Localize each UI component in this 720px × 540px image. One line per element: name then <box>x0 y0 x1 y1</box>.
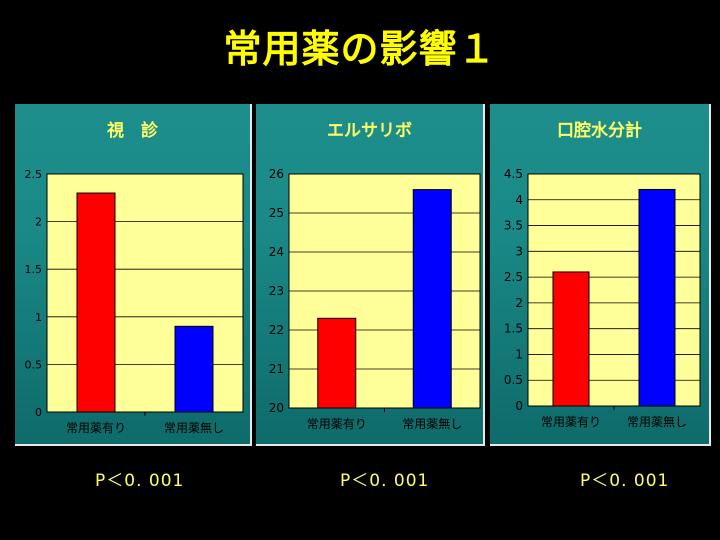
y-tick-label: 20 <box>269 401 284 415</box>
chart-plot-inspection: 0 0.5 1 1.5 2 2.5 常用薬有り 常用薬無し <box>25 168 244 435</box>
y-tick-label: 3 <box>515 244 523 258</box>
y-tick-label: 4 <box>515 193 523 207</box>
y-tick-label: 1.5 <box>25 263 43 276</box>
y-tick-label: 21 <box>269 362 284 376</box>
y-tick-label: 1 <box>35 311 42 324</box>
p-value-label: P＜0. 001 <box>580 471 670 491</box>
y-tick-label: 22 <box>269 323 284 337</box>
chart-title: 視 診 <box>107 121 158 141</box>
y-tick-label: 2.5 <box>25 168 43 181</box>
plot-area <box>46 173 244 413</box>
x-tick-label: 常用薬有り <box>66 421 126 435</box>
x-tick-label: 常用薬無し <box>402 416 462 431</box>
bar <box>76 192 116 413</box>
chart-plot-moisture: 0 0.5 1 1.5 2 2.5 3 3.5 4 4.5 常用薬有り 常用薬無し <box>504 167 701 429</box>
p-value-label: P＜0. 001 <box>340 471 430 491</box>
x-tick-label: 常用薬無し <box>164 420 224 435</box>
bar <box>552 271 590 407</box>
chart-title: 口腔水分計 <box>557 121 642 141</box>
chart-panel-moisture: 口腔水分計 0 0.5 1 1.5 2 2.5 3 3.5 4 4.5 常用薬有り 常用薬無し <box>490 104 711 446</box>
y-tick-label: 0 <box>515 399 523 413</box>
chart-panel-inspection: 視 診 0 0.5 1 1.5 2 2.5 常用薬有り 常用薬無し <box>15 104 252 446</box>
x-tick-label: 常用薬有り <box>307 417 367 431</box>
y-tick-label: 4.5 <box>504 167 523 181</box>
y-tick-label: 25 <box>269 206 284 220</box>
x-tick-label: 常用薬無し <box>627 414 687 429</box>
y-tick-label: 0.5 <box>25 358 43 371</box>
chart-title: エルサリボ <box>327 121 412 141</box>
y-tick-label: 23 <box>269 284 284 298</box>
y-tick-label: 0.5 <box>504 373 523 387</box>
bar <box>638 188 676 407</box>
y-tick-label: 24 <box>269 245 284 259</box>
bar <box>317 317 357 409</box>
bar <box>412 189 452 409</box>
chart-plot-salivary: 20 21 22 23 24 25 26 常用薬有り 常用薬無し <box>269 167 481 431</box>
bar <box>174 325 214 413</box>
chart-panel-salivary: エルサリボ 20 21 22 23 24 25 26 常用薬有り 常用薬無し <box>256 104 485 446</box>
y-tick-label: 26 <box>269 167 284 181</box>
y-tick-label: 1.5 <box>504 322 523 336</box>
slide-title: 常用薬の影響１ <box>223 27 497 71</box>
y-tick-label: 2 <box>35 216 42 229</box>
y-tick-label: 2 <box>515 296 523 310</box>
x-tick-label: 常用薬有り <box>541 415 601 429</box>
y-tick-label: 1 <box>515 347 523 361</box>
p-value-label: P＜0. 001 <box>95 471 185 491</box>
y-tick-label: 2.5 <box>504 270 523 284</box>
y-tick-label: 3.5 <box>504 219 523 233</box>
y-tick-label: 0 <box>35 406 42 419</box>
